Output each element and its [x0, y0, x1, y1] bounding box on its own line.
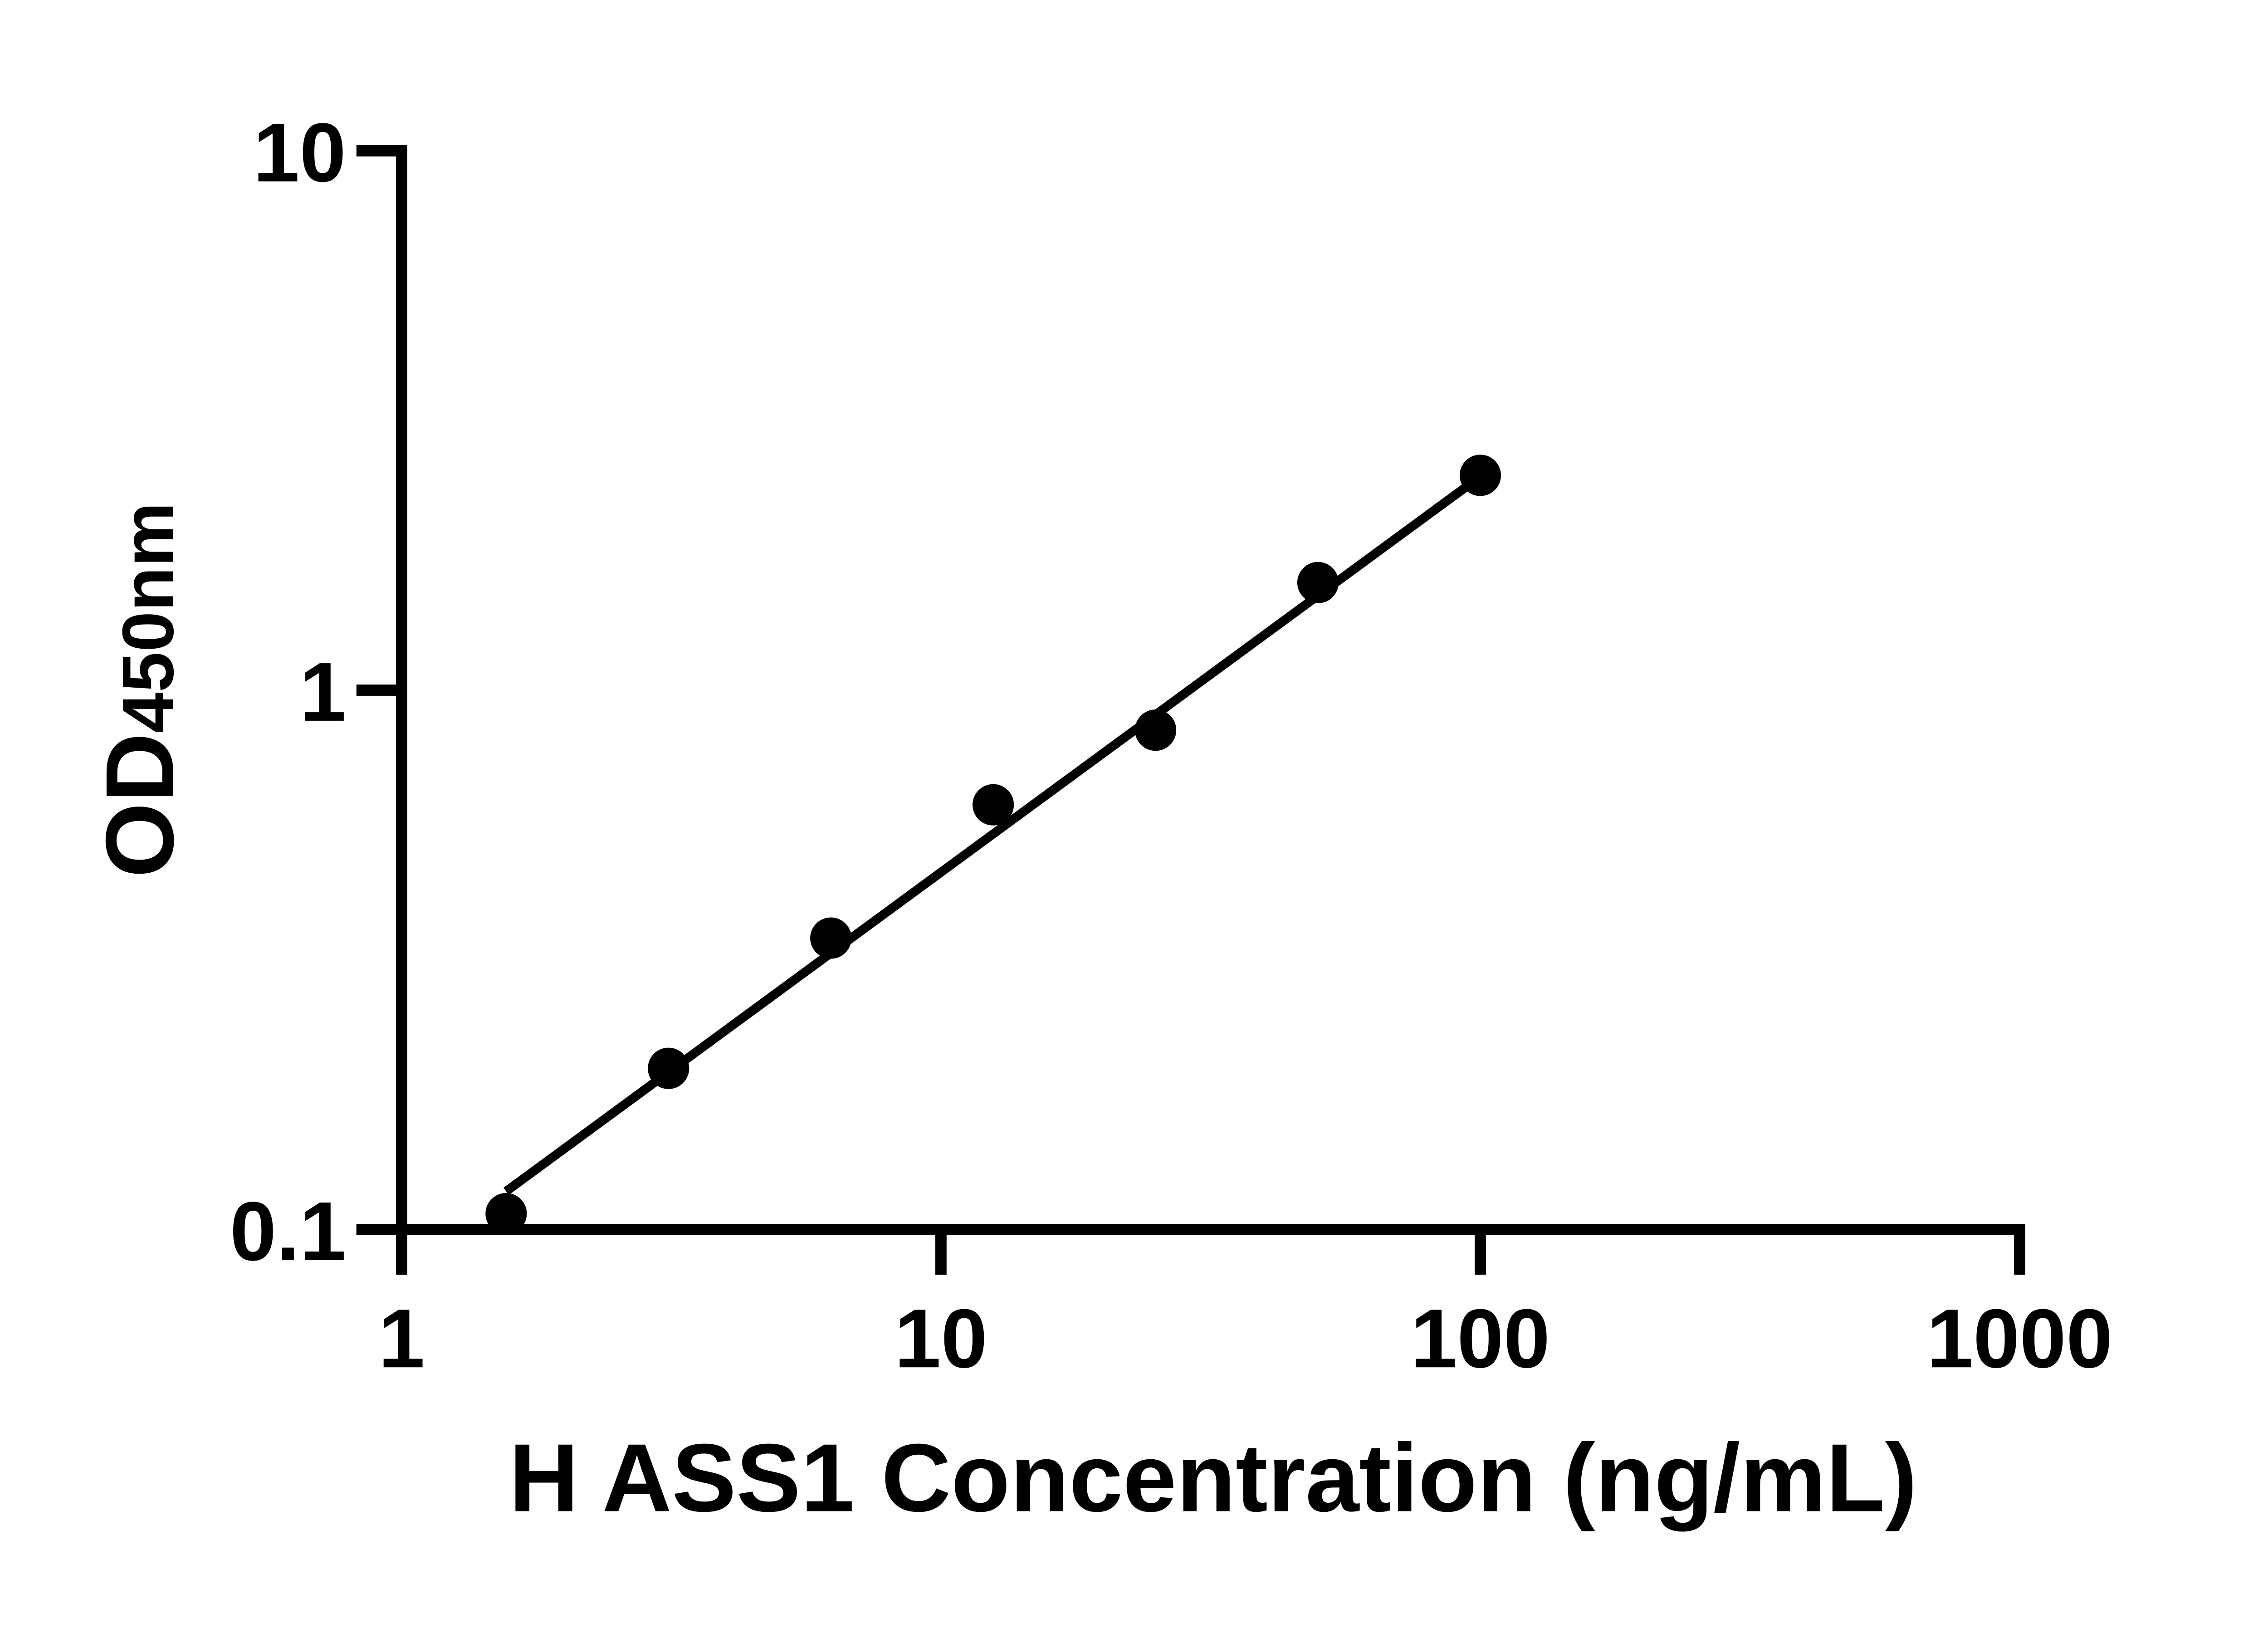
data-point [648, 1047, 689, 1089]
y-axis-title: OD450nm [86, 502, 194, 878]
x-axis-tick-label: 100 [1411, 1292, 1550, 1385]
y-axis-title-sub: 450nm [108, 502, 189, 733]
data-point [973, 784, 1014, 826]
y-axis-tick-label: 10 [253, 106, 346, 200]
data-point [1297, 562, 1339, 603]
x-axis-title: H ASS1 Concentration (ng/mL) [509, 1424, 1917, 1532]
data-point [810, 917, 852, 959]
data-point [485, 1193, 527, 1235]
x-axis-tick-label: 1 [378, 1292, 425, 1385]
y-axis-title-main: OD [86, 733, 194, 878]
y-axis-tick-label: 0.1 [230, 1185, 346, 1278]
data-point [1135, 709, 1177, 751]
y-axis-tick-label: 1 [299, 645, 346, 739]
x-axis-tick-label: 10 [894, 1292, 987, 1385]
data-point [1459, 455, 1501, 496]
plot-area: 0.1 1 10 1 10 100 1000 [230, 106, 2113, 1385]
x-axis-tick-label: 1000 [1927, 1292, 2113, 1385]
